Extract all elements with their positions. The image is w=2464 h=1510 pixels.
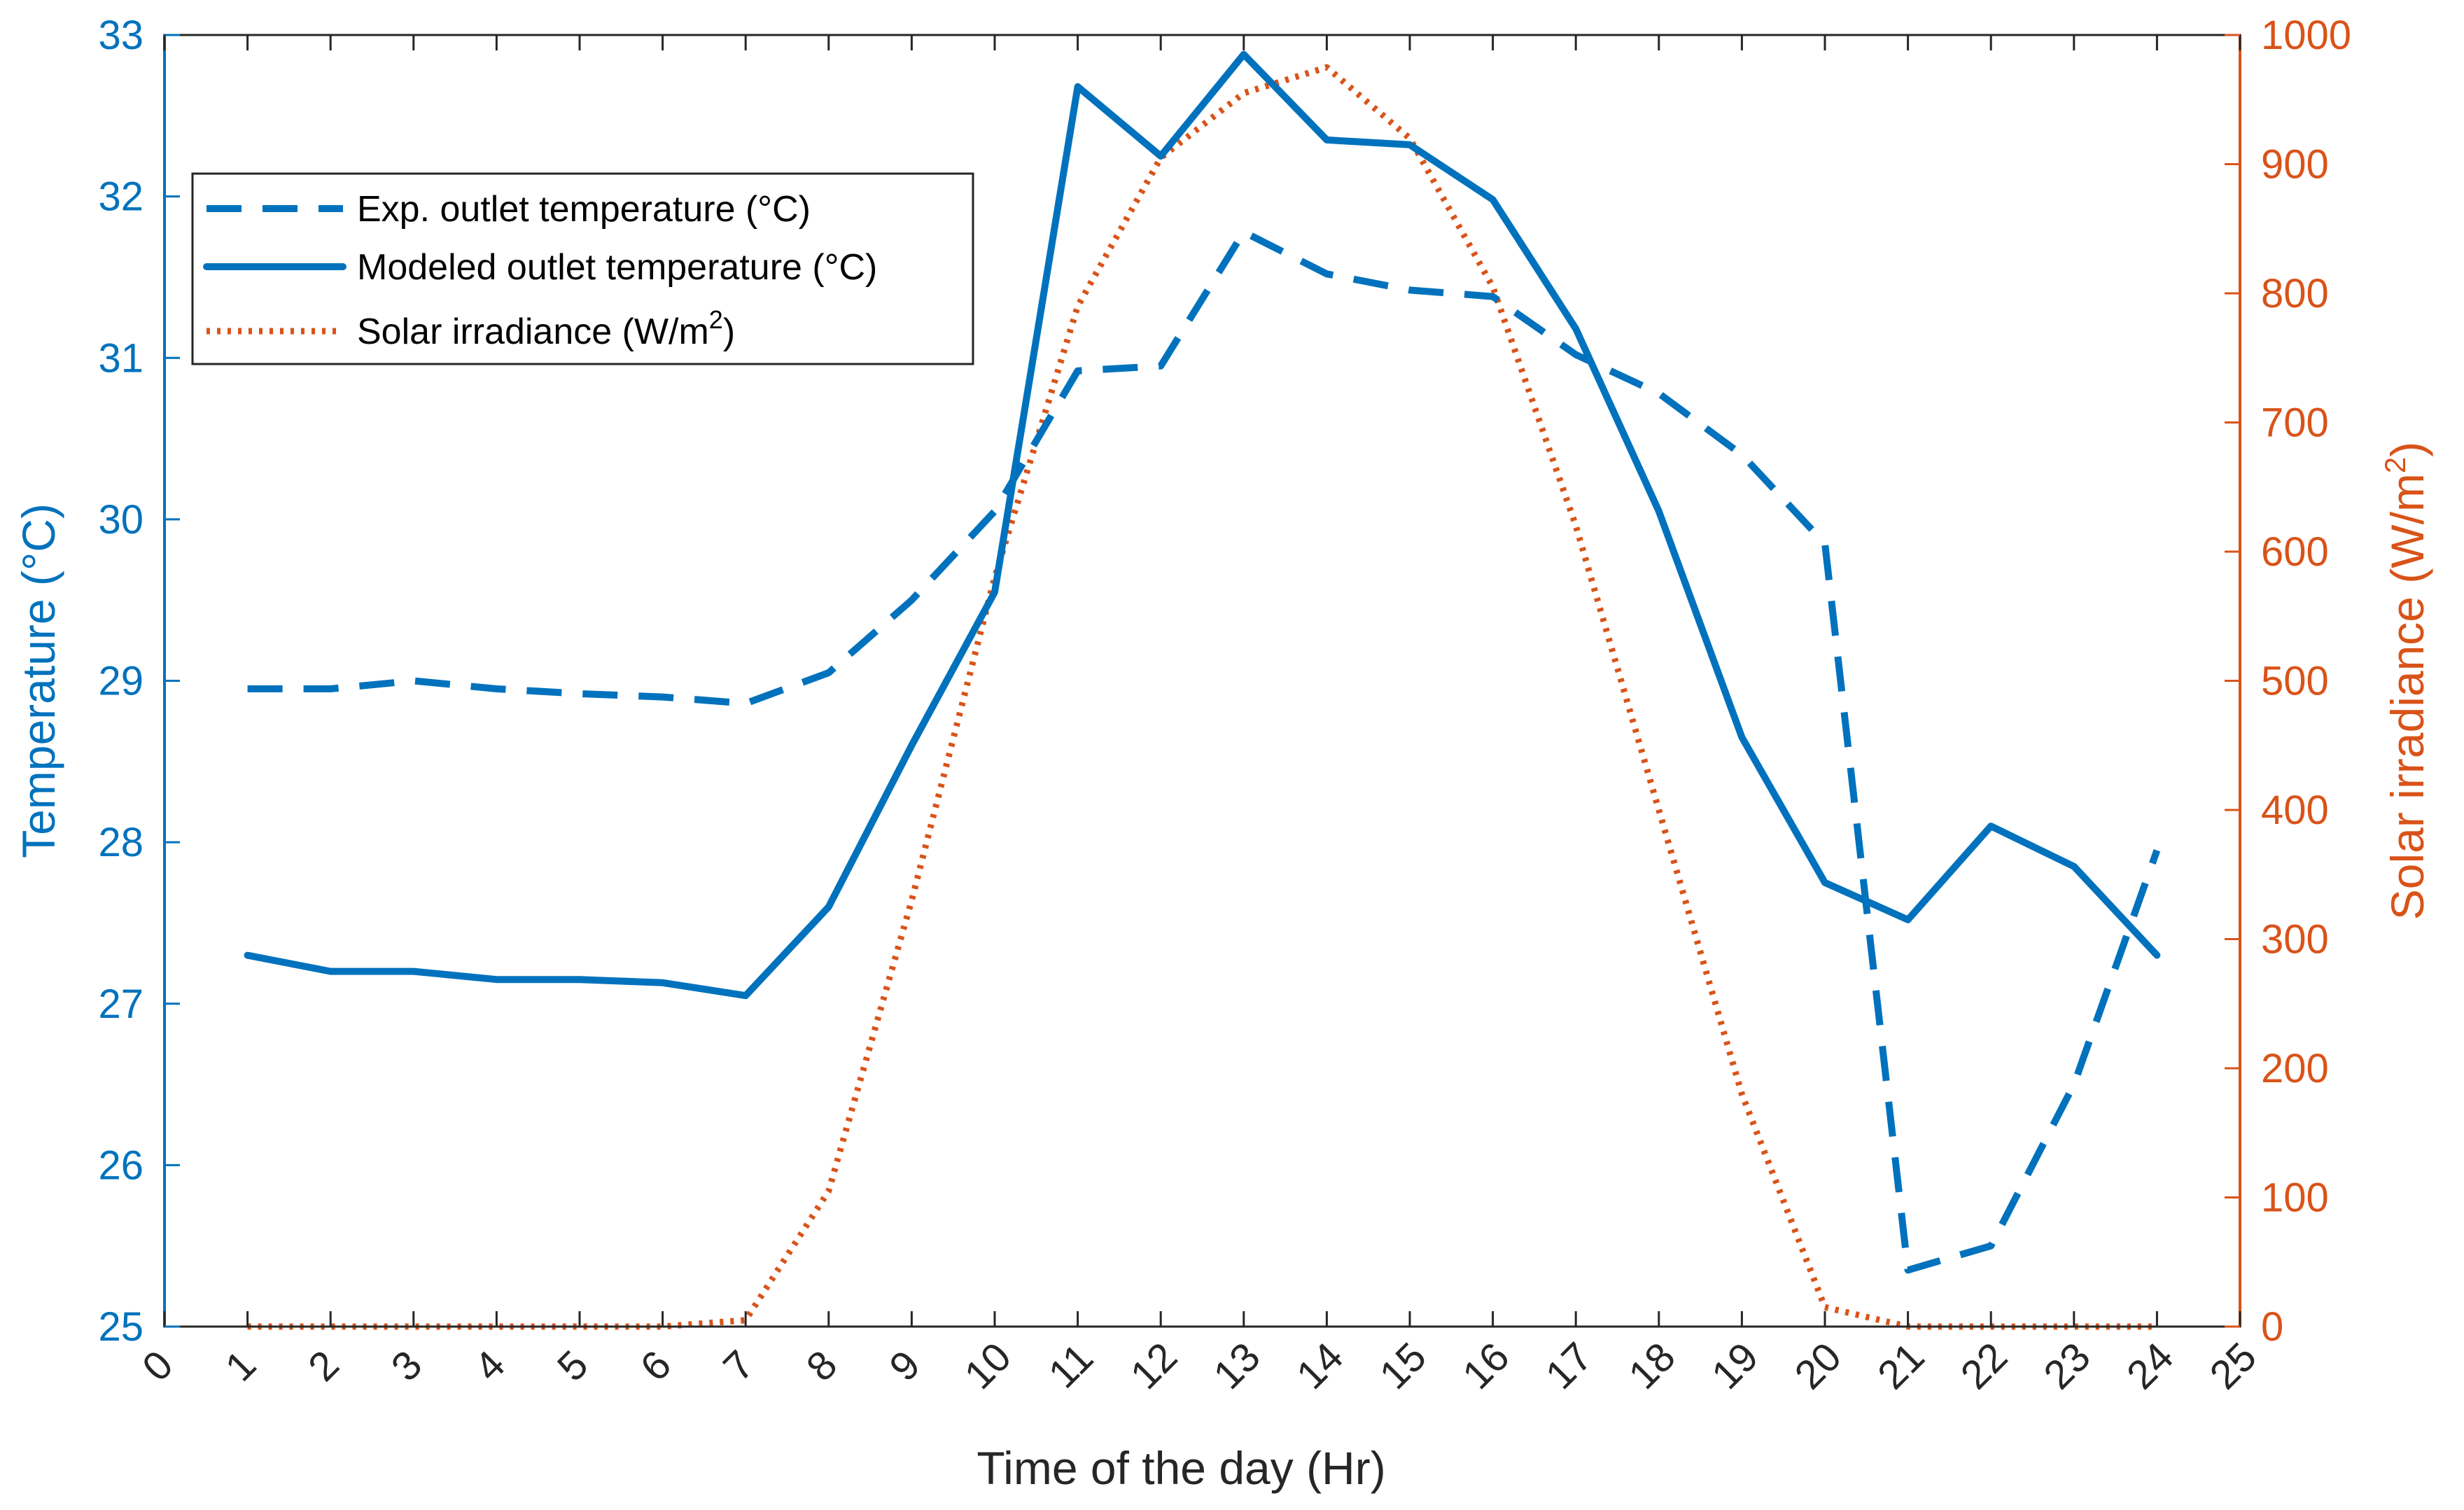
y-left-tick-label: 33: [98, 13, 144, 58]
legend: Exp. outlet temperature (°C) Modeled out…: [191, 172, 974, 365]
y-left-tick-label: 29: [98, 659, 144, 704]
y-left-tick-label: 26: [98, 1142, 144, 1188]
y-right-tick-label: 400: [2261, 788, 2329, 833]
y-right-tick-label: 200: [2261, 1046, 2329, 1091]
y-right-tick-label: 500: [2261, 659, 2329, 704]
y-right-tick-label: 700: [2261, 400, 2329, 446]
y-right-tick-label: 900: [2261, 142, 2329, 188]
legend-label-exp-outlet-temperature: Exp. outlet temperature (°C): [357, 189, 811, 230]
y-left-tick-label: 30: [98, 497, 144, 543]
legend-solar-end: ): [723, 312, 735, 352]
y-right-tick-label: 600: [2261, 529, 2329, 575]
x-axis-title: Time of the day (Hr): [976, 1442, 1385, 1494]
y-right-tick-label: 300: [2261, 917, 2329, 963]
legend-label-modeled-outlet-temperature: Modeled outlet temperature (°C): [357, 247, 877, 288]
y-left-tick-label: 32: [98, 174, 144, 220]
legend-solar-base: Solar irradiance (W/m: [357, 312, 709, 352]
y-left-tick-label: 27: [98, 981, 144, 1027]
legend-solar-superscript: 2: [709, 305, 723, 334]
series-line-exp-outlet-temperature-c: [247, 228, 2161, 1274]
y-left-tick-label: 31: [98, 335, 144, 381]
y-right-title-end: ): [2381, 442, 2433, 457]
y-right-axis-title: Solar irradiance (W/m2): [2379, 442, 2433, 921]
y-right-tick-label: 1000: [2261, 13, 2351, 58]
y-left-axis-title: Temperature (°C): [13, 503, 64, 858]
series-line-modeled-outlet-temperature-c: [244, 50, 2161, 1000]
legend-label-solar-irradiance: Solar irradiance (W/m2): [357, 305, 735, 352]
y-right-tick-label: 100: [2261, 1175, 2329, 1221]
y-right-tick-label: 0: [2261, 1304, 2283, 1350]
y-right-title-base: Solar irradiance (W/m: [2381, 473, 2433, 920]
y-left-tick-label: 28: [98, 820, 144, 865]
y-left-tick-label: 25: [98, 1304, 144, 1350]
y-right-tick-label: 800: [2261, 271, 2329, 316]
y-right-title-superscript: 2: [2379, 457, 2412, 473]
